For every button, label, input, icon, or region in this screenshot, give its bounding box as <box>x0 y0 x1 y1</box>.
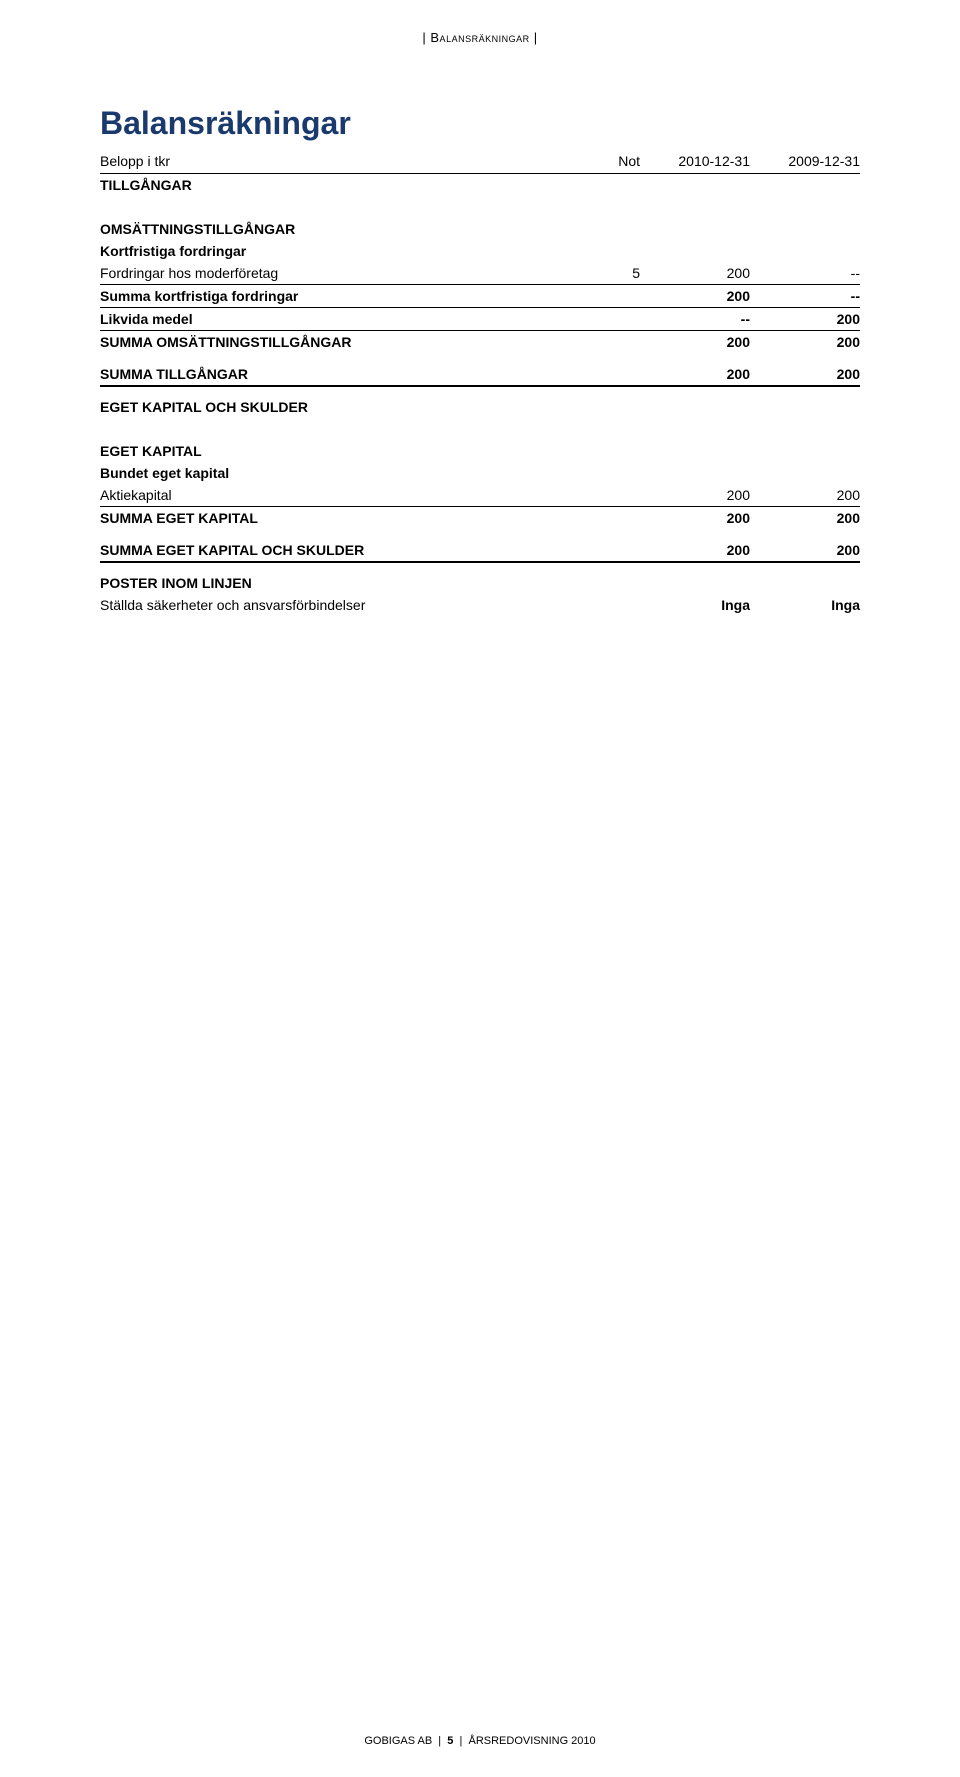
equity-header: EGET KAPITAL <box>100 440 580 462</box>
sum-current-assets-c2: 200 <box>750 331 860 354</box>
sum-short-receivables-label: Summa kortfristiga fordringar <box>100 285 580 308</box>
assets-header-row: TILLGÅNGAR <box>100 174 860 197</box>
footer-page: 5 <box>447 1735 453 1747</box>
share-capital-row: Aktiekapital 200 200 <box>100 484 860 507</box>
pledged-assets-row: Ställda säkerheter och ansvarsförbindels… <box>100 594 860 616</box>
restricted-equity-row: Bundet eget kapital <box>100 462 860 484</box>
page-footer: GOBIGAS AB | 5 | ÅRSREDOVISNING 2010 <box>0 1735 960 1747</box>
share-capital-label: Aktiekapital <box>100 484 580 507</box>
memo-items-header-row: POSTER INOM LINJEN <box>100 572 860 594</box>
sum-equity-c1: 200 <box>640 507 750 530</box>
assets-header: TILLGÅNGAR <box>100 174 580 197</box>
parent-receivables-label: Fordringar hos moderföretag <box>100 262 580 285</box>
equity-liabilities-header-row: EGET KAPITAL OCH SKULDER <box>100 396 860 418</box>
sum-assets-c2: 200 <box>750 363 860 386</box>
equity-liabilities-header: EGET KAPITAL OCH SKULDER <box>100 396 580 418</box>
restricted-equity-label: Bundet eget kapital <box>100 462 580 484</box>
page-content: | Balansräkningar | Balansräkningar Belo… <box>0 0 960 616</box>
pledged-assets-label: Ställda säkerheter och ansvarsförbindels… <box>100 594 580 616</box>
sum-current-assets-row: SUMMA OMSÄTTNINGSTILLGÅNGAR 200 200 <box>100 331 860 354</box>
sum-assets-c1: 200 <box>640 363 750 386</box>
pledged-assets-c2: Inga <box>750 594 860 616</box>
parent-receivables-c2: -- <box>750 262 860 285</box>
page-title: Balansräkningar <box>100 105 860 142</box>
sum-current-assets-c1: 200 <box>640 331 750 354</box>
cash-c2: 200 <box>750 308 860 331</box>
colhead-c1: 2010-12-31 <box>640 150 750 174</box>
cash-c1: -- <box>640 308 750 331</box>
colhead-left: Belopp i tkr <box>100 150 580 174</box>
sum-equity-liabilities-row: SUMMA EGET KAPITAL OCH SKULDER 200 200 <box>100 539 860 562</box>
sum-assets-label: SUMMA TILLGÅNGAR <box>100 363 580 386</box>
memo-items-header: POSTER INOM LINJEN <box>100 572 580 594</box>
short-receivables-header-row: Kortfristiga fordringar <box>100 240 860 262</box>
sum-equity-liabilities-c2: 200 <box>750 539 860 562</box>
current-assets-header: OMSÄTTNINGSTILLGÅNGAR <box>100 218 580 240</box>
section-name: Balansräkningar <box>430 30 529 45</box>
short-receivables-header: Kortfristiga fordringar <box>100 240 580 262</box>
sum-assets-row: SUMMA TILLGÅNGAR 200 200 <box>100 363 860 386</box>
sum-equity-row: SUMMA EGET KAPITAL 200 200 <box>100 507 860 530</box>
sum-equity-liabilities-label: SUMMA EGET KAPITAL OCH SKULDER <box>100 539 580 562</box>
colhead-c2: 2009-12-31 <box>750 150 860 174</box>
sum-short-receivables-c1: 200 <box>640 285 750 308</box>
balance-table: Belopp i tkr Not 2010-12-31 2009-12-31 T… <box>100 150 860 616</box>
share-capital-c1: 200 <box>640 484 750 507</box>
pledged-assets-c1: Inga <box>640 594 750 616</box>
footer-company: GOBIGAS AB <box>364 1735 432 1747</box>
sum-short-receivables-row: Summa kortfristiga fordringar 200 -- <box>100 285 860 308</box>
parent-receivables-row: Fordringar hos moderföretag 5 200 -- <box>100 262 860 285</box>
parent-receivables-c1: 200 <box>640 262 750 285</box>
current-assets-header-row: OMSÄTTNINGSTILLGÅNGAR <box>100 218 860 240</box>
footer-report: ÅRSREDOVISNING 2010 <box>469 1735 596 1747</box>
column-header-row: Belopp i tkr Not 2010-12-31 2009-12-31 <box>100 150 860 174</box>
sum-current-assets-label: SUMMA OMSÄTTNINGSTILLGÅNGAR <box>100 331 580 354</box>
equity-header-row: EGET KAPITAL <box>100 440 860 462</box>
cash-label: Likvida medel <box>100 308 580 331</box>
colhead-note: Not <box>580 150 640 174</box>
section-header: | Balansräkningar | <box>100 30 860 45</box>
share-capital-c2: 200 <box>750 484 860 507</box>
cash-row: Likvida medel -- 200 <box>100 308 860 331</box>
sum-equity-liabilities-c1: 200 <box>640 539 750 562</box>
parent-receivables-note: 5 <box>580 262 640 285</box>
sum-equity-c2: 200 <box>750 507 860 530</box>
sum-short-receivables-c2: -- <box>750 285 860 308</box>
sum-equity-label: SUMMA EGET KAPITAL <box>100 507 580 530</box>
